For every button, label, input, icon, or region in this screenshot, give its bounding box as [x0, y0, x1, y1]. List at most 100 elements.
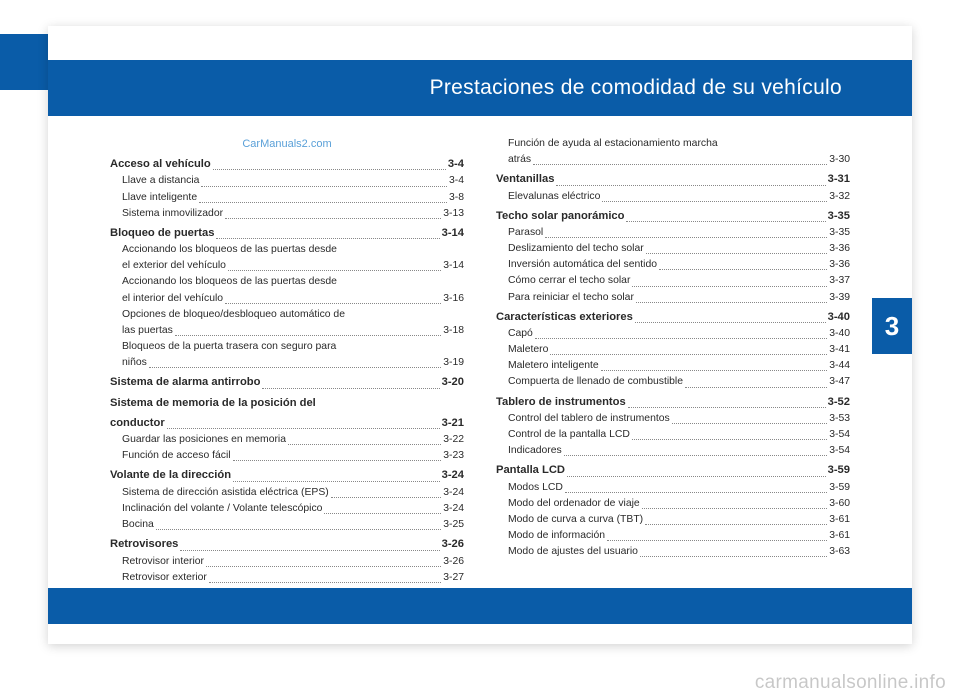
- toc-entry: Modo de curva a curva (TBT) 3-61: [496, 512, 850, 528]
- toc-entry-continuation: Función de ayuda al estacionamiento marc…: [496, 136, 850, 152]
- toc-entry: Modo del ordenador de viaje 3-60: [496, 496, 850, 512]
- toc-label: Control del tablero de instrumentos: [508, 411, 670, 427]
- toc-label: Llave a distancia: [122, 173, 199, 189]
- toc-page: 3-21: [442, 415, 464, 432]
- toc-entry: el exterior del vehículo 3-14: [110, 258, 464, 274]
- toc-entry: atrás 3-30: [496, 152, 850, 168]
- site-watermark: carmanualsonline.info: [755, 672, 946, 694]
- toc-page: 3-26: [442, 536, 464, 553]
- toc-label: Retrovisor exterior: [122, 570, 207, 586]
- toc-entry: Bocina 3-25: [110, 517, 464, 533]
- toc-label: Sistema inmovilizador: [122, 206, 223, 222]
- toc-section: Ventanillas 3-31: [496, 171, 850, 188]
- toc-leader-dots: [167, 415, 440, 429]
- toc-label: Llave inteligente: [122, 190, 197, 206]
- toc-leader-dots: [601, 358, 828, 371]
- toc-page: 3-63: [829, 544, 850, 560]
- toc-entry: Retrovisor interior 3-26: [110, 554, 464, 570]
- toc-label: Guardar las posiciones en memoria: [122, 432, 286, 448]
- toc-entry: Sistema inmovilizador 3-13: [110, 206, 464, 222]
- toc-entry: Guardar las posiciones en memoria 3-22: [110, 432, 464, 448]
- toc-entry: las puertas 3-18: [110, 323, 464, 339]
- toc-page: 3-32: [829, 189, 850, 205]
- toc-label: Control de la pantalla LCD: [508, 427, 630, 443]
- toc-entry: Modo de ajustes del usuario 3-63: [496, 544, 850, 560]
- toc-page: 3-4: [449, 173, 464, 189]
- toc-entry: Control de la pantalla LCD 3-54: [496, 427, 850, 443]
- toc-leader-dots: [659, 257, 827, 270]
- toc-page: 3-22: [443, 432, 464, 448]
- toc-leader-dots: [645, 512, 827, 525]
- toc-label: Techo solar panorámico: [496, 208, 624, 225]
- toc-page: 3-27: [443, 570, 464, 586]
- toc-entry: Indicadores 3-54: [496, 443, 850, 459]
- toc-entry: Modo de información 3-61: [496, 528, 850, 544]
- toc-leader-dots: [640, 544, 827, 557]
- manual-page: Prestaciones de comodidad de su vehículo…: [48, 26, 912, 644]
- toc-section-continuation: Sistema de memoria de la posición del: [110, 395, 464, 412]
- toc-page: 3-35: [828, 208, 850, 225]
- source-watermark: CarManuals2.com: [110, 136, 464, 153]
- toc-page: 3-30: [829, 152, 850, 168]
- toc-page: 3-39: [829, 290, 850, 306]
- toc-leader-dots: [535, 326, 827, 339]
- toc-label: Bloqueo de puertas: [110, 225, 214, 242]
- toc-label: Cómo cerrar el techo solar: [508, 273, 630, 289]
- toc-entry: Maletero 3-41: [496, 342, 850, 358]
- toc-page: 3-52: [828, 394, 850, 411]
- toc-page: 3-37: [829, 273, 850, 289]
- toc-page: 3-47: [829, 374, 850, 390]
- toc-page: 3-16: [443, 291, 464, 307]
- toc-label: conductor: [110, 415, 165, 432]
- toc-page: 3-54: [829, 427, 850, 443]
- toc-leader-dots: [636, 290, 827, 303]
- toc-label: Deslizamiento del techo solar: [508, 241, 644, 257]
- toc-page: 3-54: [829, 443, 850, 459]
- toc-label: Elevalunas eléctrico: [508, 189, 600, 205]
- toc-right-column: Función de ayuda al estacionamiento marc…: [496, 136, 850, 576]
- toc-leader-dots: [632, 427, 827, 440]
- toc-entry: Inclinación del volante / Volante telesc…: [110, 501, 464, 517]
- toc-page: 3-23: [443, 448, 464, 464]
- toc-section: Volante de la dirección 3-24: [110, 467, 464, 484]
- toc-entry: Modos LCD 3-59: [496, 480, 850, 496]
- toc-page: 3-4: [448, 156, 464, 173]
- toc-leader-dots: [567, 462, 826, 476]
- toc-leader-dots: [209, 570, 441, 583]
- toc-page: 3-8: [449, 190, 464, 206]
- toc-leader-dots: [149, 355, 441, 368]
- toc-page: 3-44: [829, 358, 850, 374]
- toc-leader-dots: [646, 241, 827, 254]
- toc-label: Capó: [508, 326, 533, 342]
- footer-band: [48, 588, 912, 624]
- toc-entry-continuation: Accionando los bloqueos de las puertas d…: [110, 242, 464, 258]
- toc-label: Sistema de dirección asistida eléctrica …: [122, 485, 329, 501]
- page-title: Prestaciones de comodidad de su vehículo: [430, 76, 842, 100]
- toc-entry: Llave a distancia 3-4: [110, 173, 464, 189]
- toc-label: Inversión automática del sentido: [508, 257, 657, 273]
- toc-entry: el interior del vehículo 3-16: [110, 291, 464, 307]
- toc-leader-dots: [635, 309, 826, 323]
- toc-leader-dots: [206, 554, 441, 567]
- toc-page: 3-36: [829, 257, 850, 273]
- toc-label: Compuerta de llenado de combustible: [508, 374, 683, 390]
- toc-leader-dots: [288, 432, 441, 445]
- toc-leader-dots: [672, 411, 827, 424]
- toc-leader-dots: [565, 480, 827, 493]
- toc-page: 3-41: [829, 342, 850, 358]
- toc-page: 3-59: [828, 462, 850, 479]
- toc-entry: Elevalunas eléctrico 3-32: [496, 189, 850, 205]
- toc-page: 3-13: [443, 206, 464, 222]
- toc-leader-dots: [632, 273, 827, 286]
- toc-leader-dots: [642, 496, 827, 509]
- toc-page: 3-31: [828, 171, 850, 188]
- toc-entry-continuation: Bloqueos de la puerta trasera con seguro…: [110, 339, 464, 355]
- toc-section: Tablero de instrumentos 3-52: [496, 394, 850, 411]
- toc-entry: Para reiniciar el techo solar 3-39: [496, 290, 850, 306]
- toc-entry: Parasol 3-35: [496, 225, 850, 241]
- toc-entry: Maletero inteligente 3-44: [496, 358, 850, 374]
- toc-leader-dots: [216, 225, 439, 239]
- toc-section: Bloqueo de puertas 3-14: [110, 225, 464, 242]
- toc-page: 3-24: [443, 485, 464, 501]
- toc-section: Acceso al vehículo 3-4: [110, 156, 464, 173]
